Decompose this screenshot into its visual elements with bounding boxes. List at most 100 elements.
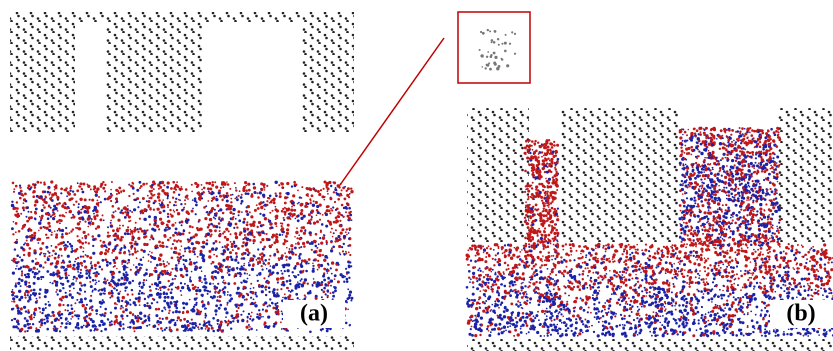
bead — [87, 323, 90, 326]
bead — [250, 215, 253, 218]
bead — [635, 269, 638, 272]
bead — [42, 266, 44, 268]
bead — [816, 330, 819, 333]
bead — [209, 218, 212, 221]
bead — [33, 276, 36, 279]
bead — [171, 268, 173, 270]
bead — [143, 279, 145, 281]
bead — [790, 260, 792, 262]
bead — [55, 318, 58, 321]
bead — [116, 289, 118, 291]
bead — [672, 283, 674, 285]
bead — [478, 283, 481, 286]
bead — [170, 291, 173, 294]
bead — [197, 256, 199, 258]
bead — [702, 296, 705, 299]
bead — [331, 247, 333, 249]
bead — [27, 330, 29, 332]
bead — [645, 272, 647, 274]
bead — [334, 201, 336, 203]
bead — [34, 212, 37, 215]
bead — [650, 286, 652, 288]
bead — [605, 244, 607, 246]
bead — [597, 258, 599, 260]
bead — [477, 269, 479, 271]
bead — [291, 206, 293, 208]
bead — [196, 201, 198, 203]
bead — [113, 281, 116, 284]
bead — [474, 266, 476, 268]
bead — [147, 229, 149, 231]
bead — [749, 301, 752, 304]
bead — [266, 233, 268, 235]
bead — [338, 235, 341, 238]
bead — [491, 271, 493, 273]
bead — [68, 193, 71, 196]
bead — [66, 207, 69, 210]
bead — [297, 203, 299, 205]
bead — [744, 270, 746, 272]
bead — [680, 316, 682, 318]
bead — [20, 213, 22, 215]
bead — [191, 210, 194, 213]
bead — [308, 220, 310, 222]
bead — [165, 309, 167, 311]
bead — [727, 280, 729, 282]
bead — [58, 228, 61, 231]
bead — [222, 212, 225, 215]
bead — [602, 325, 605, 328]
bead — [147, 204, 150, 207]
bead — [295, 184, 297, 186]
bead — [586, 320, 589, 323]
bead — [796, 296, 798, 298]
bead — [722, 290, 724, 292]
bead — [196, 261, 198, 263]
bead — [712, 281, 714, 283]
bead — [728, 264, 730, 266]
bead — [61, 296, 64, 299]
bead — [54, 216, 56, 218]
bead — [526, 333, 528, 335]
bead — [300, 197, 302, 199]
bead — [472, 293, 475, 296]
bead — [108, 242, 111, 245]
bead — [43, 253, 45, 255]
bead — [304, 294, 306, 296]
bead — [211, 271, 214, 274]
bead — [260, 258, 263, 261]
bead — [638, 320, 641, 323]
bead — [601, 258, 604, 261]
bead — [683, 309, 686, 312]
bead — [597, 287, 599, 289]
bead — [136, 319, 139, 322]
bead — [183, 207, 185, 209]
bead — [18, 230, 21, 233]
bead — [219, 230, 221, 232]
bead — [26, 319, 29, 322]
bead — [288, 275, 290, 277]
bead — [163, 300, 166, 303]
bead — [491, 328, 494, 331]
bead — [684, 269, 686, 271]
bead — [276, 225, 278, 227]
bead — [289, 252, 291, 254]
bead — [128, 262, 130, 264]
bead — [163, 263, 166, 266]
bead — [47, 222, 50, 225]
bead — [229, 256, 232, 259]
bead — [93, 324, 96, 327]
bead — [148, 215, 151, 218]
bead — [522, 273, 525, 276]
bead — [164, 273, 166, 275]
bead — [15, 325, 18, 328]
bead — [194, 286, 197, 289]
bead — [474, 315, 476, 317]
bead — [21, 274, 23, 276]
bead — [261, 290, 264, 293]
bead — [229, 251, 232, 254]
bead — [579, 318, 581, 320]
bead — [286, 259, 288, 261]
bead — [194, 197, 197, 200]
bead — [70, 318, 72, 320]
bead — [164, 265, 166, 267]
